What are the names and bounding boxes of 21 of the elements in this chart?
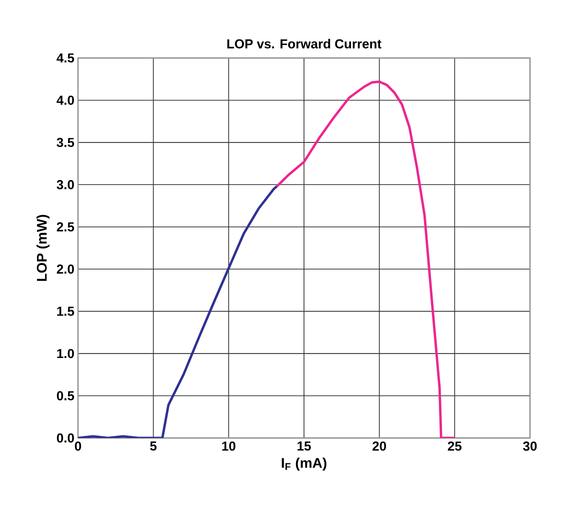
x-tick-label: 10 [222,442,236,451]
y-tick-label: 1.0 [57,348,74,358]
y-tick-label: 1.5 [57,306,74,316]
y-tick-label: 0.5 [56,391,74,400]
line-series [276,80,456,438]
x-tick-label: 5 [150,442,157,451]
chart-title: LOP vs. Forward Current [227,38,382,48]
x-axis-title: I$_{F}$ (mA) [282,458,326,471]
y-tick-label: 2.5 [56,222,74,232]
x-tick-label: 30 [523,442,537,451]
x-tick-label: 0 [74,442,82,451]
y-tick-label: 2.0 [56,264,74,274]
y-tick-label: 3.5 [56,138,74,148]
x-tick-label: 15 [298,442,311,451]
y-tick-label: 0.0 [56,433,74,443]
y-tick-label: 4.0 [56,96,74,105]
x-tick-label: 20 [372,442,386,451]
y-tick-label: 4.5 [56,53,74,63]
y-axis-title: LOP (mW) [36,214,50,281]
x-tick-label: 25 [448,442,462,451]
y-tick-label: 3.0 [56,180,74,190]
